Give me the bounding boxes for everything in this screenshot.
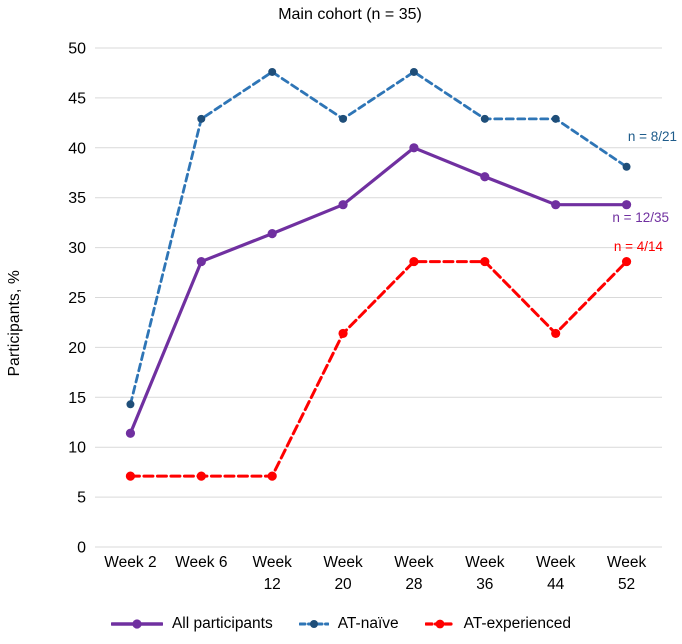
y-tick-label: 20 <box>68 340 86 357</box>
legend-marker-at-na-ve-icon <box>298 620 329 628</box>
data-point-at-na-ve <box>126 400 135 409</box>
data-point-all-participants <box>338 200 348 210</box>
chart-title: Main cohort (n = 35) <box>278 6 422 23</box>
y-tick-label: 10 <box>68 440 86 457</box>
data-point-at-na-ve <box>197 114 206 123</box>
legend-label: AT-naïve <box>337 615 399 632</box>
data-point-at-na-ve <box>409 67 418 76</box>
data-point-at-experienced <box>621 256 632 267</box>
y-tick-label: 40 <box>68 140 86 157</box>
x-tick-label: Week 28 <box>394 554 434 593</box>
y-tick-label: 15 <box>68 390 86 407</box>
y-tick-label: 30 <box>68 240 86 257</box>
series-line-at-na-ve <box>129 70 628 406</box>
data-point-at-experienced <box>480 256 490 267</box>
plot-area: 0 5 10 15 20 25 30 35 40 45 50 Week 2 Week 6 Week 12 We… <box>68 41 677 594</box>
legend-label: All participants <box>171 615 273 632</box>
data-point-at-na-ve <box>622 162 631 171</box>
x-tick-label: Week 20 <box>323 554 363 593</box>
y-tick-label: 0 <box>77 540 86 557</box>
data-point-at-na-ve <box>339 114 348 123</box>
data-point-at-experienced <box>551 328 561 339</box>
series-annotation-all-participants: n = 12/35 <box>612 210 669 225</box>
data-point-all-participants <box>267 229 277 239</box>
x-tick-label: Week 36 <box>465 554 505 593</box>
legend-item-at-na-ve: AT-naïve <box>298 615 399 633</box>
data-point-all-participants <box>196 256 206 267</box>
legend: All participants AT-naïve AT-experienced <box>0 609 682 639</box>
legend-marker-at-experienced-icon <box>424 619 455 629</box>
data-point-at-experienced <box>196 471 206 481</box>
y-tick-label: 45 <box>68 90 86 107</box>
y-tick-label: 35 <box>68 190 86 207</box>
data-point-all-participants <box>480 172 490 182</box>
legend-item-at-experienced: AT-experienced <box>424 615 572 633</box>
data-point-all-participants <box>621 200 632 210</box>
y-tick-label: 5 <box>77 490 86 507</box>
data-point-at-na-ve <box>551 114 560 123</box>
data-point-at-experienced <box>125 471 136 481</box>
series-line-all-participants <box>128 146 629 435</box>
data-point-at-na-ve <box>268 67 277 76</box>
series-annotation-at-experienced: n = 4/14 <box>614 239 664 254</box>
legend-label: AT-experienced <box>463 615 572 632</box>
y-tick-label: 25 <box>68 290 86 307</box>
x-tick-label: Week 6 <box>175 554 227 571</box>
legend-item-all-participants: All participants <box>110 615 273 633</box>
data-point-all-participants <box>551 200 561 210</box>
x-tick-label: Week 44 <box>536 554 576 593</box>
series-line-at-experienced <box>128 260 629 478</box>
legend-marker-all-participants-icon <box>110 619 163 629</box>
series-annotation-at-na-ve: n = 8/21 <box>628 129 677 144</box>
x-tick-label: Week 52 <box>607 554 647 593</box>
data-point-at-experienced <box>267 471 277 481</box>
data-point-all-participants <box>409 143 419 153</box>
data-point-at-experienced <box>338 328 348 339</box>
x-tick-label: Week 2 <box>104 554 156 571</box>
x-tick-label: Week 12 <box>253 554 293 593</box>
data-point-at-experienced <box>409 256 419 267</box>
data-point-all-participants <box>125 428 136 438</box>
y-tick-label: 50 <box>68 41 86 58</box>
data-point-at-na-ve <box>480 114 489 123</box>
